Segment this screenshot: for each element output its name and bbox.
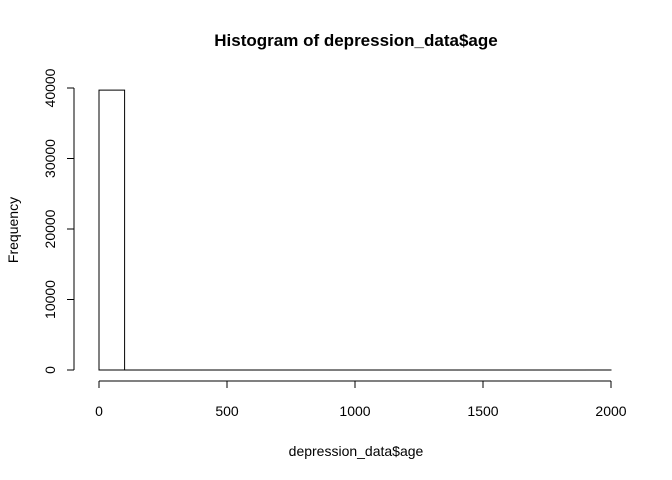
x-tick-label: 0 (95, 403, 103, 419)
y-tick-label: 30000 (42, 139, 58, 178)
y-tick-label: 0 (42, 366, 58, 374)
histogram-bar (98, 89, 126, 371)
y-axis-label: Frequency (5, 197, 21, 263)
chart-title: Histogram of depression_data$age (214, 31, 497, 50)
x-axis-label: depression_data$age (289, 443, 424, 459)
x-tick-label: 1000 (339, 403, 370, 419)
bars-group (98, 89, 612, 371)
x-tick-label: 2000 (595, 403, 626, 419)
y-tick-label: 40000 (42, 68, 58, 107)
y-tick-label: 10000 (42, 280, 58, 319)
x-axis: 0 500 1000 1500 2000 (95, 380, 627, 419)
x-tick-label: 1500 (467, 403, 498, 419)
y-axis: 0 10000 20000 30000 40000 (42, 68, 75, 374)
x-tick-label: 500 (215, 403, 239, 419)
y-tick-label: 20000 (42, 209, 58, 248)
